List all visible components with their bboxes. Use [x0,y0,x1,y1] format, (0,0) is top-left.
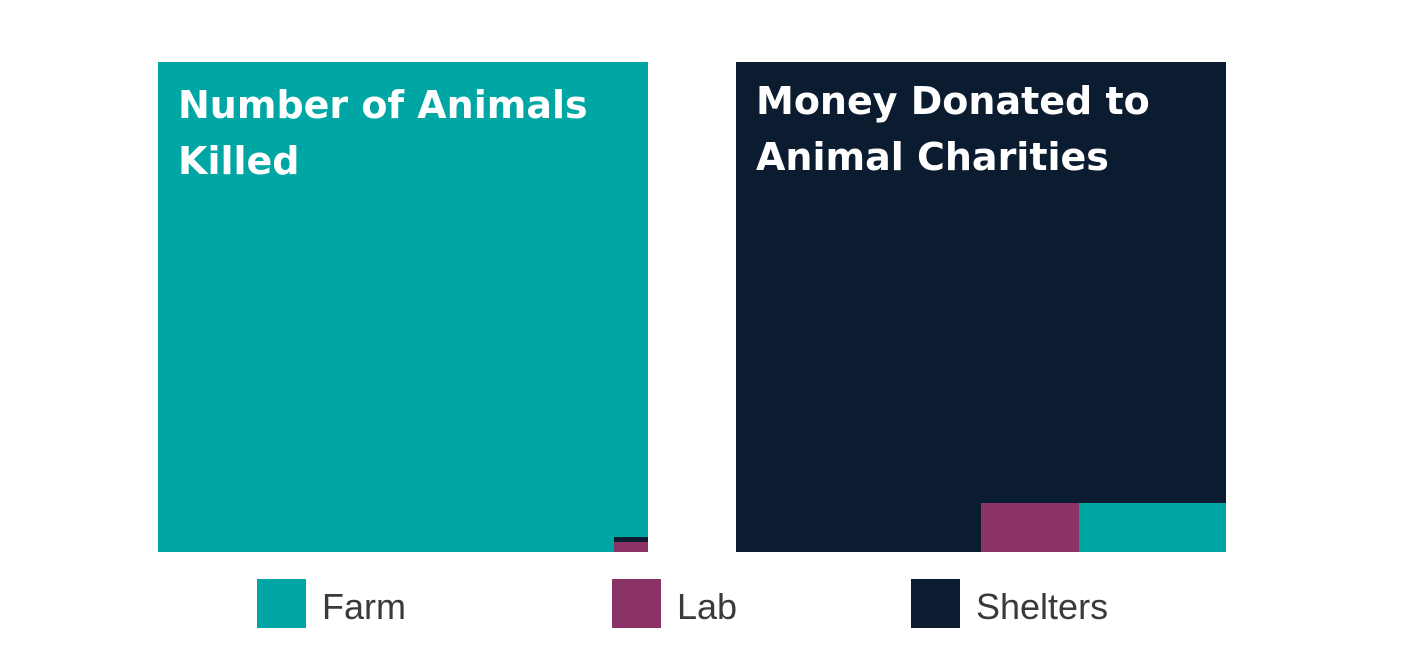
legend-item-farm: Farm [257,579,406,628]
money-donated-shelters-area [736,62,1226,552]
legend-label-lab: Lab [677,586,737,627]
money-donated-lab-area [981,503,1079,552]
animals-killed-title-line-2: Killed [178,139,300,183]
animals-killed-title-line-1: Number of Animals [178,83,588,127]
money-donated-title-line-1: Money Donated to [756,79,1150,123]
legend: Farm Lab Shelters [257,579,1108,628]
animals-killed-shelters-area [614,537,648,542]
animals-killed-lab-area [614,542,648,552]
legend-label-farm: Farm [322,586,406,627]
money-donated-title-line-2: Animal Charities [756,135,1109,179]
legend-item-lab: Lab [612,579,737,628]
legend-item-shelters: Shelters [911,579,1108,628]
legend-swatch-farm [257,579,306,628]
animals-killed-panel: Number of Animals Killed [158,62,648,552]
money-donated-panel: Money Donated to Animal Charities [736,62,1226,552]
legend-swatch-lab [612,579,661,628]
legend-label-shelters: Shelters [976,586,1108,627]
money-donated-farm-area [1079,503,1226,552]
legend-swatch-shelters [911,579,960,628]
animals-killed-farm-area [158,62,648,552]
